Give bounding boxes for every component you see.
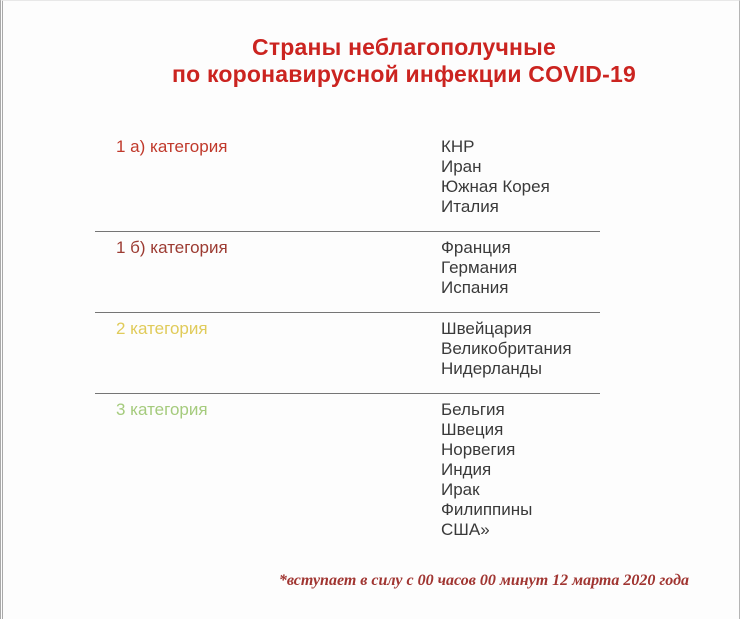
category-section: 1 а) категория КНР Иран Южная Корея Италия [95, 131, 600, 231]
country-item: Иран [441, 157, 482, 176]
country-list: КНР Иран Южная Корея Италия [441, 137, 550, 217]
country-item: Германия [441, 258, 518, 277]
country-item: Нидерланды [441, 359, 542, 378]
country-item: Франция [441, 238, 511, 257]
country-item: КНР [441, 137, 475, 156]
country-item: Филиппины [441, 500, 533, 519]
category-label: 3 категория [116, 400, 208, 419]
category-section: 1 б) категория Франция Германия Испания [95, 232, 600, 312]
document-title-line1: Страны неблагополучные [252, 34, 556, 60]
country-item: Италия [441, 197, 499, 216]
section-divider [95, 231, 600, 232]
category-label: 1 б) категория [116, 238, 228, 257]
category-section: 3 категория Бельгия Швеция Норвегия Индия Ира… [95, 394, 600, 554]
section-divider [95, 393, 600, 394]
country-item: Норвегия [441, 440, 516, 459]
country-list: Швейцария Великобритания Нидерланды [441, 319, 572, 379]
category-label: 1 а) категория [116, 137, 228, 156]
country-item: Испания [441, 278, 509, 297]
document-title: Страны неблагополучные по коронавирусной… [69, 1, 739, 88]
document-page: Страны неблагополучные по коронавирусной… [3, 1, 739, 619]
country-list: Бельгия Швеция Норвегия Индия Ирак Филиппины С… [441, 400, 532, 540]
footnote: *вступает в силу с 00 часов 00 минут 12 … [278, 572, 689, 589]
country-item: Швеция [441, 420, 504, 439]
category-section: 2 категория Швейцария Великобритания Нидерл… [95, 313, 600, 393]
country-item: Южная Корея [441, 177, 550, 196]
category-sections: 1 а) категория КНР Иран Южная Корея Италия 1 … [95, 131, 600, 554]
country-item: США» [441, 520, 490, 539]
document-title-line2: по коронавирусной инфекции COVID-19 [172, 61, 636, 87]
country-list: Франция Германия Испания [441, 238, 517, 298]
country-item: Индия [441, 460, 492, 479]
country-item: Великобритания [441, 339, 572, 358]
category-label: 2 категория [116, 319, 208, 338]
country-item: Бельгия [441, 400, 505, 419]
country-item: Ирак [441, 480, 480, 499]
section-divider [95, 312, 600, 313]
country-item: Швейцария [441, 319, 532, 338]
